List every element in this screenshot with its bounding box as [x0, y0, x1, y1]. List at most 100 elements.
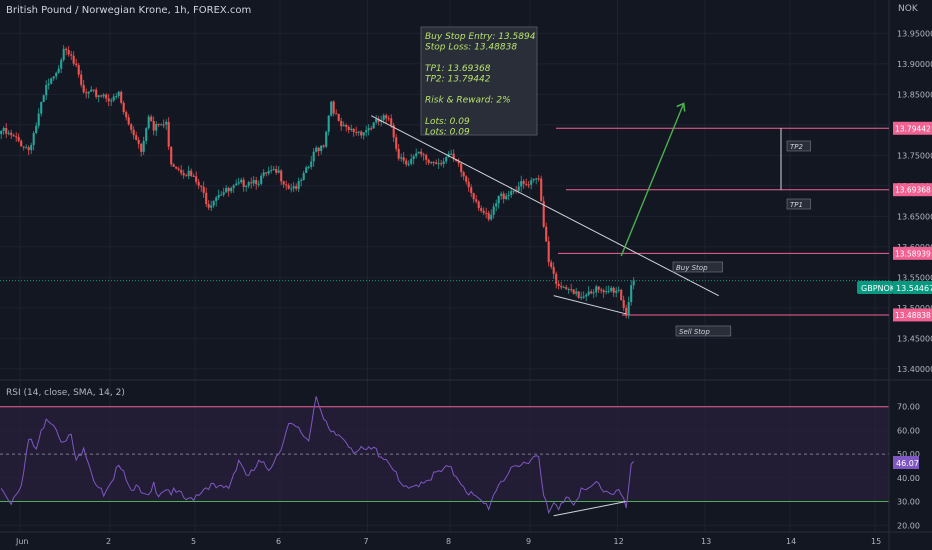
candle-body — [112, 96, 115, 101]
candle-body — [2, 127, 5, 131]
candle-body — [60, 59, 63, 69]
time-tick-label: 12 — [614, 537, 624, 546]
time-tick-label: 9 — [526, 537, 531, 546]
trendline[interactable] — [370, 115, 719, 297]
time-axis[interactable]: Jun 2 5 6 7 8 9 12 13 14 15 — [15, 537, 881, 546]
candle-body — [600, 289, 603, 291]
candle-body — [160, 124, 163, 126]
rsi-tick-label: 60.00 — [897, 426, 920, 435]
candle-body — [372, 122, 375, 129]
candle-body — [405, 160, 408, 165]
price-tick-label: 13.65000 — [897, 212, 932, 221]
last-price-tag — [893, 281, 932, 294]
buy-stop-marker[interactable] — [672, 261, 723, 273]
candle-body — [557, 283, 560, 286]
candle-body — [162, 124, 165, 126]
candle-body — [77, 65, 80, 75]
candle-body — [270, 170, 273, 172]
candle-body — [620, 289, 623, 300]
rsi-divergence-line[interactable] — [553, 501, 627, 517]
candle-body — [425, 155, 428, 160]
candle-body — [45, 85, 48, 96]
candle-body — [70, 54, 73, 56]
candle-body — [32, 133, 35, 146]
candle-body — [115, 96, 118, 98]
price-axis[interactable]: 13.9500013.9000013.8500013.8000013.75000… — [897, 29, 932, 374]
candle-body — [105, 94, 108, 99]
candle-body — [595, 286, 598, 293]
tp2-marker[interactable] — [786, 140, 811, 152]
candle-body — [190, 170, 193, 176]
candle-body — [367, 128, 370, 131]
candle-body — [187, 170, 190, 177]
chart-title: British Pound / Norwegian Krone, 1h, FOR… — [6, 5, 251, 16]
price-divergence-line[interactable] — [553, 295, 627, 315]
sell-stop-marker[interactable] — [675, 325, 732, 337]
candle-body — [432, 162, 435, 164]
sell-stop-tag-label: 13.48838 — [895, 311, 931, 320]
candle-body — [450, 153, 453, 155]
rsi-axis[interactable]: 70.00 60.00 50.00 40.00 30.00 20.00 — [897, 403, 920, 531]
symbol-tag-label: GBPNOK — [861, 284, 896, 293]
buy-stop-tag-label: 13.58939 — [895, 249, 931, 258]
time-tick-label: 8 — [446, 537, 451, 546]
candle-body — [17, 137, 20, 141]
candle-body — [532, 178, 535, 181]
candle-body — [127, 117, 130, 125]
candle-body — [212, 201, 215, 206]
candle-body — [200, 185, 203, 187]
level-markers[interactable]: TP2 TP1 Buy Stop Sell Stop — [672, 140, 811, 337]
candle-body — [615, 290, 618, 293]
candle-body — [85, 92, 88, 94]
candle-body — [255, 180, 258, 185]
candle-body — [577, 291, 580, 298]
candle-body — [282, 181, 285, 185]
candle-body — [247, 182, 250, 186]
candle-body — [392, 125, 395, 138]
projection-arrow[interactable] — [620, 103, 685, 257]
candles — [0, 45, 635, 319]
rsi-last-tag — [893, 456, 919, 469]
candle-body — [312, 151, 315, 162]
candle-body — [147, 116, 150, 129]
candle-body — [75, 63, 78, 66]
rsi-tick-label: 50.00 — [897, 450, 920, 459]
candle-body — [215, 197, 218, 202]
candle-body — [492, 206, 495, 215]
candle-body — [332, 101, 335, 114]
candle-body — [72, 55, 75, 64]
candle-body — [192, 175, 195, 177]
candle-body — [167, 121, 170, 147]
candle-body — [37, 113, 40, 126]
candle-body — [445, 157, 448, 162]
candle-body — [522, 181, 525, 184]
candle-body — [135, 135, 138, 140]
candle-body — [225, 187, 228, 193]
rsi-tick-label: 30.00 — [897, 498, 920, 507]
candle-body — [80, 74, 83, 85]
tp1-marker[interactable] — [786, 198, 811, 210]
time-tick-label: 15 — [871, 537, 881, 546]
candle-body — [0, 130, 3, 134]
time-tick-label: Jun — [15, 537, 29, 546]
candle-body — [235, 183, 238, 186]
candle-body — [410, 159, 413, 164]
candle-body — [375, 118, 378, 123]
candle-body — [317, 147, 320, 152]
candle-body — [417, 151, 420, 154]
tp2-tag-label: 13.79442 — [895, 124, 931, 133]
candle-body — [570, 289, 573, 291]
candle-body — [307, 167, 310, 169]
candle-body — [565, 287, 568, 290]
candle-body — [590, 291, 593, 294]
candle-body — [277, 170, 280, 173]
candle-body — [465, 176, 468, 182]
candle-body — [232, 185, 235, 188]
candle-body — [140, 143, 143, 152]
trade-note-box[interactable] — [420, 26, 538, 136]
candle-body — [337, 113, 340, 121]
candle-body — [267, 170, 270, 174]
time-tick-label: 7 — [364, 537, 369, 546]
candle-body — [15, 136, 18, 138]
